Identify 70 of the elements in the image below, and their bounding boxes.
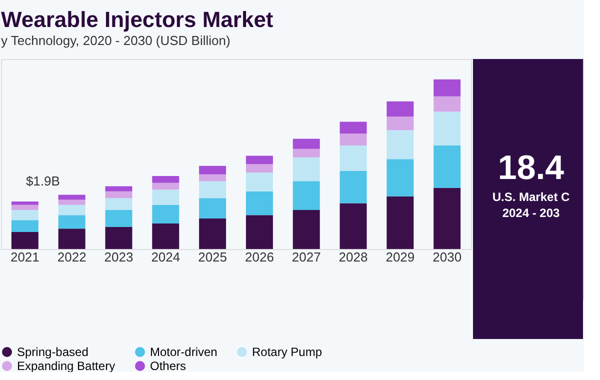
bar — [340, 146, 367, 171]
bar — [152, 224, 180, 249]
bar — [434, 112, 461, 146]
bar — [246, 156, 273, 164]
bar — [11, 232, 38, 249]
bar — [340, 134, 367, 146]
bar — [105, 210, 132, 227]
bar — [11, 204, 38, 210]
bar — [386, 130, 414, 160]
bar — [386, 196, 414, 249]
text: 2024 - 203 — [502, 206, 560, 220]
bar — [152, 176, 180, 183]
bar — [152, 204, 180, 224]
bar — [386, 159, 414, 196]
bar — [434, 188, 461, 249]
bar — [386, 116, 414, 130]
bar — [292, 148, 320, 158]
bar — [105, 191, 132, 198]
x-tick-label: 2025 — [198, 250, 228, 264]
text: 18.4 — [498, 149, 564, 187]
bar — [199, 198, 226, 218]
legend-label: Motor-driven — [150, 345, 218, 359]
bar — [292, 157, 320, 182]
bar — [292, 181, 320, 210]
bar — [58, 228, 86, 249]
text: U.S. Market C — [492, 190, 570, 204]
legend-label: Spring-based — [17, 345, 88, 359]
bar — [11, 220, 38, 232]
bar — [292, 138, 320, 149]
bar — [386, 101, 414, 117]
bar — [199, 181, 226, 198]
bar — [58, 215, 86, 229]
bar — [246, 172, 273, 192]
bar — [434, 146, 461, 188]
x-tick-label: 2026 — [244, 250, 274, 264]
annotation: $1.9B — [26, 174, 60, 188]
bar — [58, 204, 86, 216]
x-tick-label: 2021 — [10, 250, 40, 264]
bar — [246, 215, 273, 249]
bar — [199, 218, 226, 249]
bar — [340, 203, 367, 249]
bar — [199, 174, 226, 182]
x-tick-label: 2023 — [104, 250, 134, 264]
legend-label: Rotary Pump — [252, 345, 322, 359]
bar — [340, 122, 367, 134]
chart-title: Wearable Injectors Market — [1, 7, 274, 32]
bar — [11, 202, 38, 205]
x-tick-label: 2030 — [432, 250, 462, 264]
bar — [199, 166, 226, 174]
bar — [58, 200, 86, 205]
x-tick-label: 2027 — [292, 250, 321, 264]
bar — [58, 194, 86, 200]
bar — [152, 182, 180, 190]
x-tick-label: 2028 — [338, 250, 368, 264]
bar — [292, 210, 320, 249]
bar — [105, 186, 132, 192]
bar — [11, 210, 38, 220]
chart-subtitle: y Technology, 2020 - 2030 (USD Billion) — [1, 33, 230, 48]
x-tick-label: 2024 — [151, 250, 180, 264]
bar — [434, 79, 461, 96]
bar — [340, 170, 367, 204]
bar — [434, 96, 461, 112]
legend-label: Others — [150, 359, 186, 373]
bar — [105, 226, 132, 249]
x-tick-label: 2022 — [57, 250, 86, 264]
bar — [105, 198, 132, 210]
bar — [246, 164, 273, 173]
x-tick-label: 2029 — [386, 250, 415, 264]
bar — [152, 190, 180, 205]
bar — [246, 191, 273, 216]
